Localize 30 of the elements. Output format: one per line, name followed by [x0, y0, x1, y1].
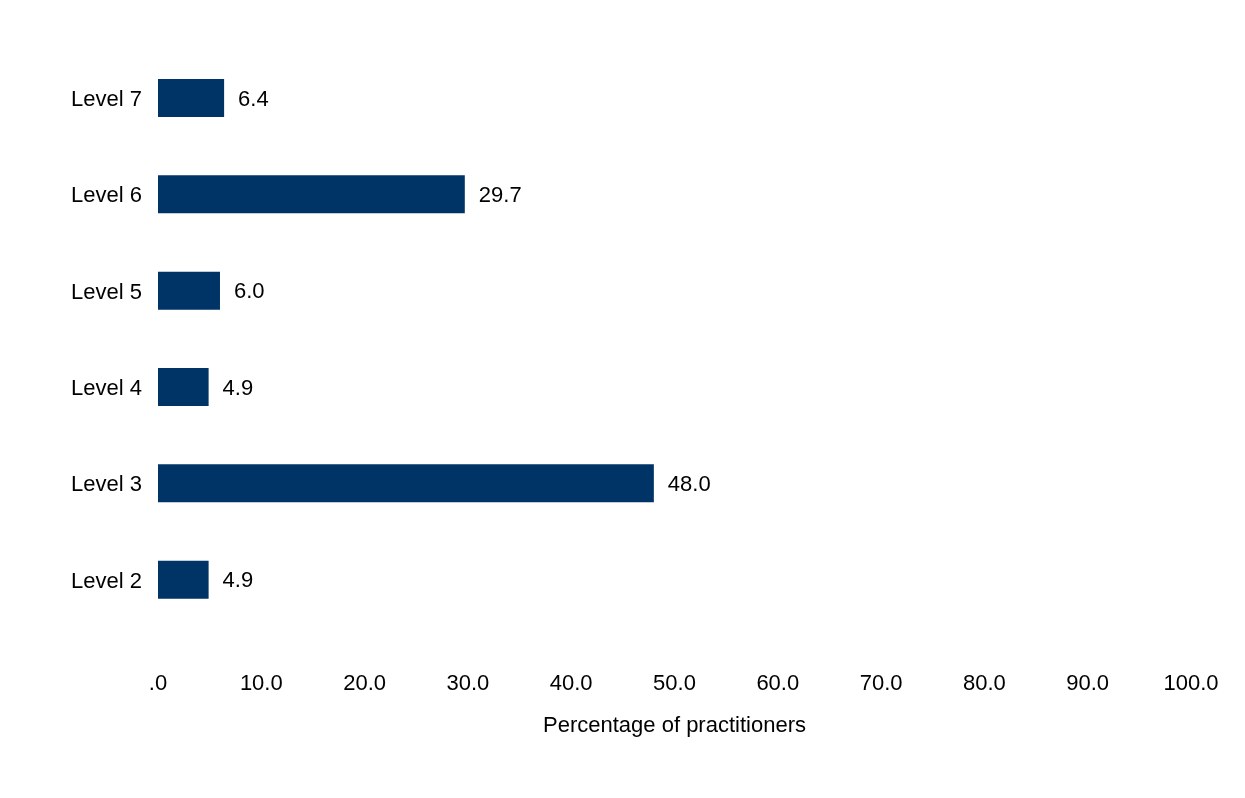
x-tick-label: .0 [148, 669, 168, 695]
x-tick-label: 80.0 [962, 669, 1006, 695]
x-axis-title: Percentage of practitioners [543, 712, 806, 737]
bar [158, 464, 654, 503]
data-label: 6.4 [238, 85, 269, 111]
data-label: 29.7 [478, 182, 522, 208]
x-tick-label: 90.0 [1066, 669, 1110, 695]
data-label: 6.0 [233, 278, 265, 304]
x-tick-label: 40.0 [549, 669, 593, 695]
y-tick-label: Level 7 [71, 85, 142, 111]
data-label: 4.9 [222, 567, 254, 593]
y-tick-label: Level 5 [71, 278, 142, 304]
bar [158, 79, 225, 117]
y-tick-label: Level 6 [71, 182, 142, 208]
x-tick-label: 100.0 [1163, 669, 1219, 695]
x-tick-label: 50.0 [653, 669, 696, 695]
x-tick-label: 10.0 [239, 669, 283, 695]
data-label: 4.9 [222, 374, 254, 400]
x-tick-label: 70.0 [859, 669, 903, 695]
bar [158, 175, 465, 214]
bar [158, 271, 220, 310]
y-tick-label: Level 2 [71, 567, 142, 593]
bar [158, 560, 209, 599]
y-tick-label: Level 4 [71, 374, 142, 400]
x-tick-label: 20.0 [343, 669, 387, 695]
x-tick-label: 60.0 [756, 669, 800, 695]
y-tick-label: Level 3 [71, 471, 142, 497]
data-label: 48.0 [667, 471, 711, 497]
bar [158, 368, 209, 406]
x-tick-label: 30.0 [446, 669, 490, 695]
